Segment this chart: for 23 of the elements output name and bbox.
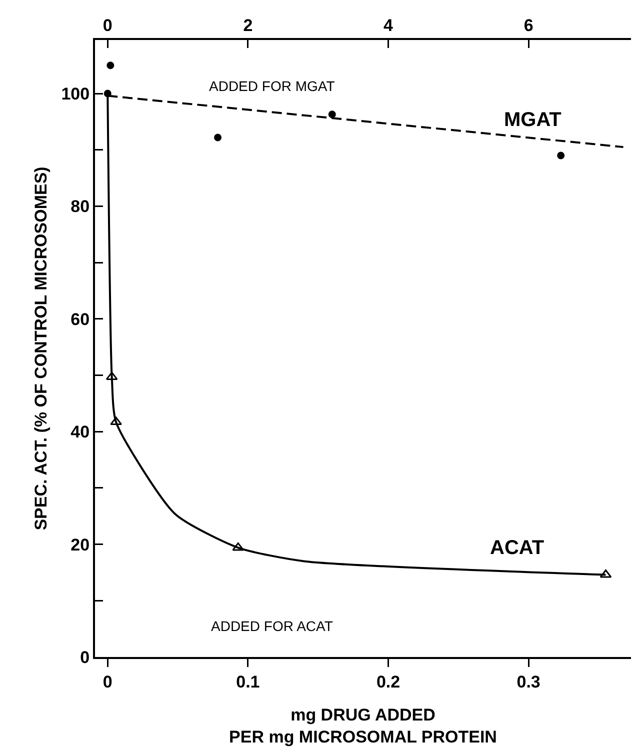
y-tick-label: 80 xyxy=(70,197,90,216)
x-tick-label: 0.3 xyxy=(516,672,540,692)
x2-tick-label: 6 xyxy=(524,16,534,36)
y-tick-label: 100 xyxy=(61,84,90,104)
annotation: ADDED FOR ACAT xyxy=(211,618,334,634)
x2-tick-label: 4 xyxy=(384,16,394,36)
point xyxy=(110,416,122,426)
x-tick-label: 0.1 xyxy=(236,672,260,692)
point xyxy=(600,569,612,578)
x-tick-label: 0 xyxy=(102,672,112,692)
x2-tick-label: 2 xyxy=(243,16,253,36)
x2-tick-label: 0 xyxy=(102,16,112,36)
annotation: ADDED FOR MGAT xyxy=(209,78,336,94)
x-tick-label: 0.2 xyxy=(376,672,400,692)
y-tick-label: 0 xyxy=(80,648,90,667)
x-axis-title: mg DRUG ADDED PER mg MICROSOMAL PROTEIN xyxy=(229,705,497,746)
series-label: MGAT xyxy=(504,109,562,131)
y-tick-label: 60 xyxy=(70,310,90,329)
y-tick-label: 40 xyxy=(70,422,90,442)
text: ACAT xyxy=(490,537,544,559)
point xyxy=(232,542,244,551)
y-tick-label: 20 xyxy=(70,535,90,554)
y-axis-title: SPEC. ACT. (% OF CONTROL MICROSOMES) xyxy=(31,166,50,530)
